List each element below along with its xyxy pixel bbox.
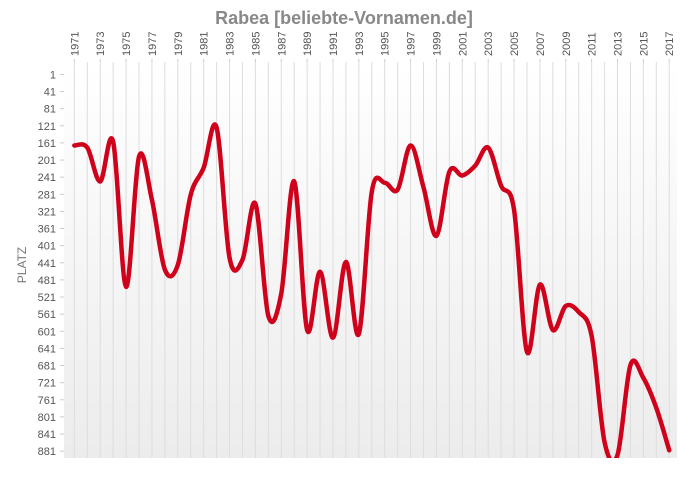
y-tick-label: 681	[38, 361, 56, 373]
data-line	[72, 122, 672, 458]
y-tick-label: 121	[38, 121, 56, 133]
y-tick-label: 721	[38, 378, 56, 390]
x-tick-label: 1995	[380, 32, 392, 56]
x-tick-label: 2009	[561, 32, 573, 56]
chart-title: Rabea [beliebte-Vornamen.de]	[215, 8, 473, 28]
x-tick-label: 1999	[431, 32, 443, 56]
x-tick-label: 1997	[406, 32, 418, 56]
x-tick-label: 1983	[225, 32, 237, 56]
series-group	[72, 122, 672, 458]
x-tick-label: 1975	[121, 32, 133, 56]
x-tick-label: 2005	[509, 32, 521, 56]
y-tick-label: 801	[38, 412, 56, 424]
y-tick-label: 241	[38, 172, 56, 184]
y-tick-label: 561	[38, 309, 56, 321]
x-tick-label: 1981	[199, 32, 211, 56]
y-tick-label: 161	[38, 138, 56, 150]
y-tick-label: 401	[38, 241, 56, 253]
y-tick-label: 521	[38, 292, 56, 304]
y-tick-label: 321	[38, 206, 56, 218]
y-tick-label: 641	[38, 343, 56, 355]
x-tick-label: 2001	[457, 32, 469, 56]
x-tick-label: 2015	[638, 32, 650, 56]
x-tick-label: 2003	[483, 32, 495, 56]
x-tick-label: 1985	[250, 32, 262, 56]
y-tick-label: 601	[38, 326, 56, 338]
x-tick-label: 1993	[354, 32, 366, 56]
y-tick-label: 201	[38, 155, 56, 167]
y-tick-label: 481	[38, 275, 56, 287]
x-tick-label: 2017	[664, 32, 676, 56]
y-tick-label: 41	[44, 87, 56, 99]
y-axis-label: PLATZ	[15, 247, 29, 283]
x-tick-label: 1979	[173, 32, 185, 56]
x-tick-label: 1971	[69, 32, 81, 56]
x-tick-label: 1977	[147, 32, 159, 56]
y-tick-label: 441	[38, 258, 56, 270]
y-tick-label: 281	[38, 189, 56, 201]
x-tick-label: 1991	[328, 32, 340, 56]
plot-area	[64, 62, 677, 458]
y-tick-label: 841	[38, 429, 56, 441]
y-tick-label: 1	[50, 69, 56, 81]
x-tick-label: 2013	[613, 32, 625, 56]
y-tick-label: 761	[38, 395, 56, 407]
x-tick-label: 1973	[95, 32, 107, 56]
y-tick-label: 361	[38, 224, 56, 236]
x-tick-label: 1989	[302, 32, 314, 56]
x-tick-label: 2011	[587, 32, 599, 56]
x-tick-label: 1987	[276, 32, 288, 56]
x-tick-label: 2007	[535, 32, 547, 56]
y-tick-label: 881	[38, 446, 56, 458]
y-tick-label: 81	[44, 104, 56, 116]
